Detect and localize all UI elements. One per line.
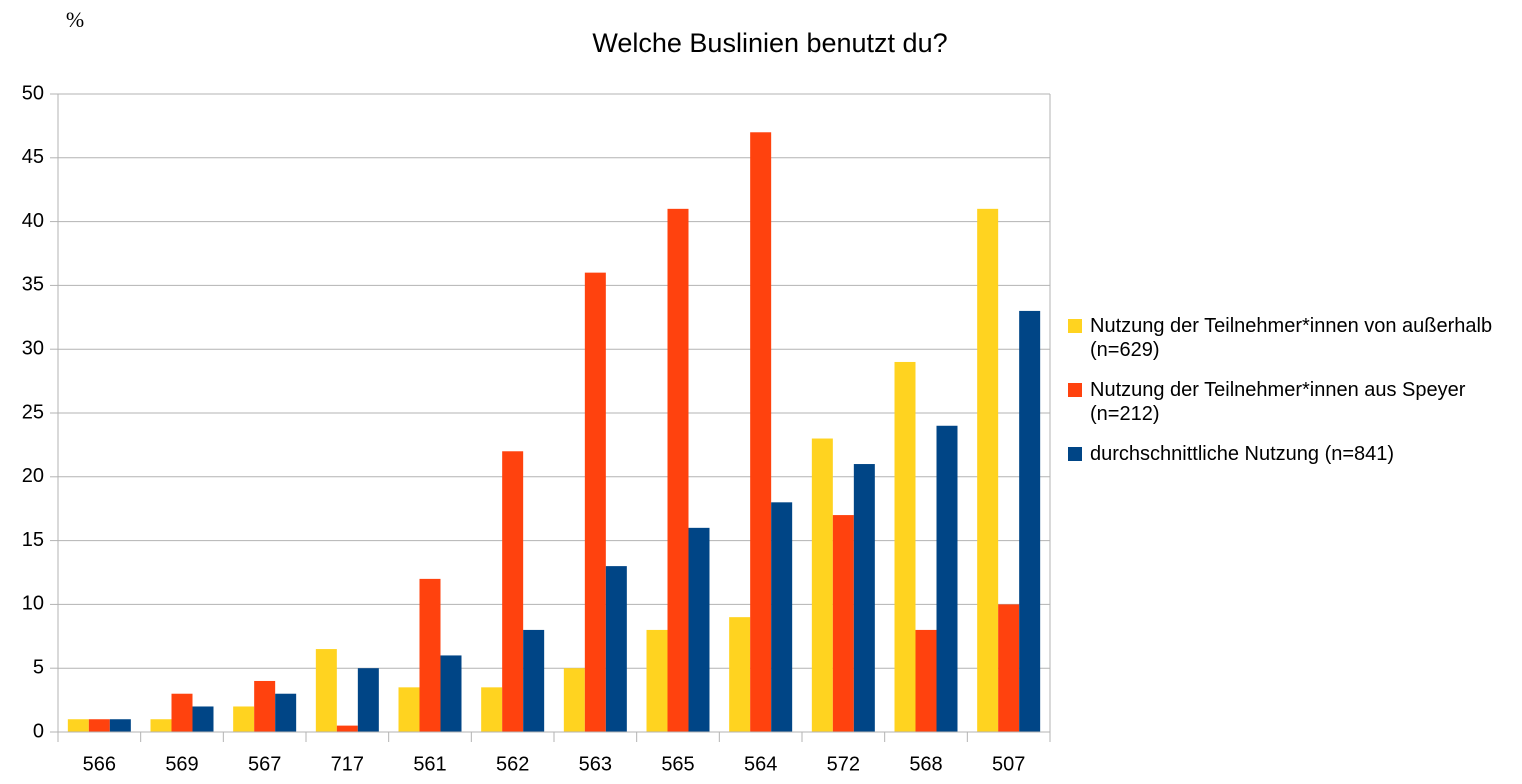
legend-entry: durchschnittliche Nutzung (n=841): [1068, 442, 1508, 466]
legend-entry: Nutzung der Teilnehmer*innen von außerha…: [1068, 314, 1508, 362]
bar: [811, 438, 833, 732]
bar: [915, 629, 937, 732]
bar: [894, 361, 916, 732]
bar: [150, 719, 172, 732]
x-tick-label: 568: [909, 753, 942, 775]
y-tick-label: 15: [22, 529, 44, 551]
bar: [315, 649, 337, 732]
bar: [481, 687, 503, 732]
bar: [563, 668, 585, 732]
bar: [750, 132, 772, 732]
y-tick-label: 35: [22, 274, 44, 296]
bar: [109, 719, 131, 732]
x-tick-label: 569: [165, 753, 198, 775]
x-tick-label: 717: [331, 753, 364, 775]
y-tick-label: 5: [33, 656, 44, 678]
bar: [936, 425, 958, 732]
y-tick-label: 25: [22, 401, 44, 423]
bar: [998, 604, 1020, 732]
x-tick-label: 566: [83, 753, 116, 775]
bar: [832, 515, 854, 732]
y-tick-label: 50: [22, 82, 44, 104]
x-tick-label: 507: [992, 753, 1025, 775]
legend-swatch: [1068, 447, 1082, 461]
bar: [605, 566, 627, 732]
chart-title: Welche Buslinien benutzt du?: [592, 28, 947, 58]
bar: [67, 719, 89, 732]
bar: [523, 629, 545, 732]
bar: [398, 687, 420, 732]
x-tick-label: 572: [827, 753, 860, 775]
bar: [233, 706, 255, 732]
legend-label: Nutzung der Teilnehmer*innen von außerha…: [1090, 315, 1493, 361]
bar: [502, 451, 524, 732]
y-tick-label: 40: [22, 210, 44, 232]
y-tick-label: 30: [22, 337, 44, 359]
bar: [646, 629, 668, 732]
bar: [419, 578, 441, 732]
x-tick-label: 561: [413, 753, 446, 775]
legend-swatch: [1068, 319, 1082, 333]
bar: [688, 527, 710, 732]
bar: [771, 502, 793, 732]
bar: [1019, 310, 1041, 732]
bar: [275, 693, 297, 732]
x-tick-label: 563: [579, 753, 612, 775]
bar: [171, 693, 193, 732]
y-tick-label: 10: [22, 593, 44, 615]
bar: [853, 464, 875, 732]
bar: [336, 725, 358, 732]
legend-entry: Nutzung der Teilnehmer*innen aus Speyer …: [1068, 378, 1508, 426]
bar: [584, 272, 606, 732]
legend-swatch: [1068, 383, 1082, 397]
legend-label: Nutzung der Teilnehmer*innen aus Speyer …: [1090, 379, 1466, 425]
y-tick-label: 20: [22, 465, 44, 487]
y-axis-label: %: [66, 7, 84, 32]
bar: [88, 719, 110, 732]
y-tick-label: 0: [33, 720, 44, 742]
x-tick-label: 564: [744, 753, 777, 775]
legend: Nutzung der Teilnehmer*innen von außerha…: [1068, 314, 1508, 482]
y-tick-label: 45: [22, 146, 44, 168]
bar: [729, 617, 751, 732]
legend-label: durchschnittliche Nutzung (n=841): [1090, 443, 1395, 465]
x-tick-label: 565: [661, 753, 694, 775]
bar: [440, 655, 462, 732]
bar: [977, 208, 999, 733]
bar: [357, 668, 379, 732]
bar: [667, 208, 689, 733]
bar: [254, 680, 276, 732]
bar: [192, 706, 214, 732]
x-tick-label: 562: [496, 753, 529, 775]
x-tick-label: 567: [248, 753, 281, 775]
